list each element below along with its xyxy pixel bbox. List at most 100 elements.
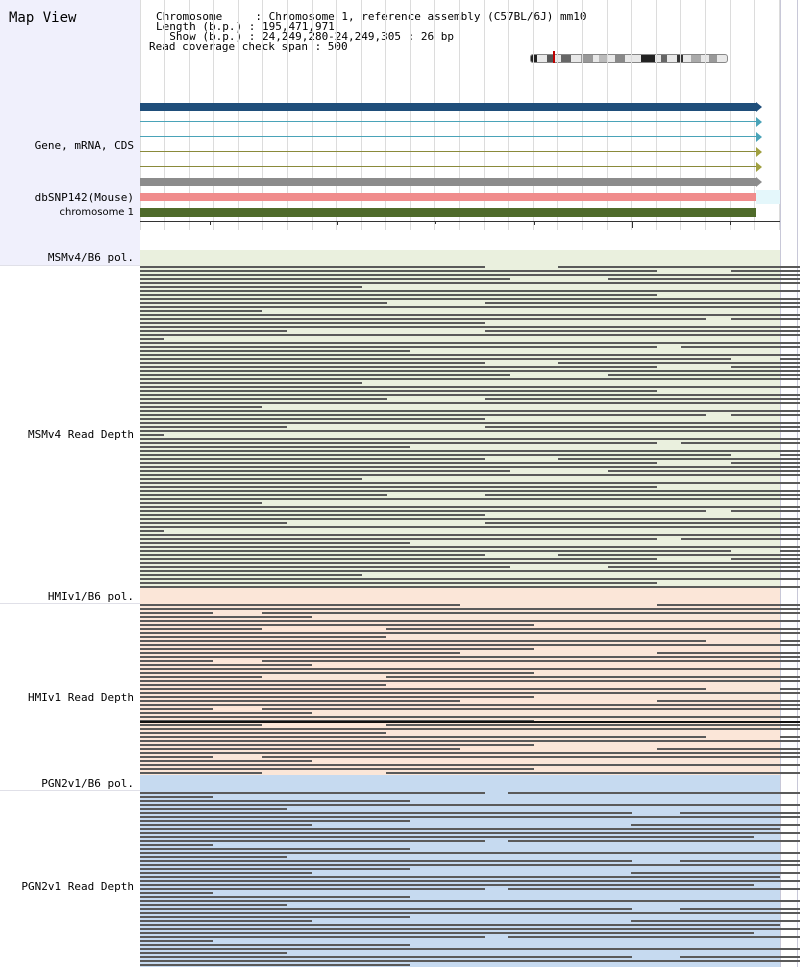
read-segment xyxy=(140,960,800,962)
cds-track-2[interactable] xyxy=(140,166,756,167)
pgn-pol-band xyxy=(140,775,780,967)
read-segment xyxy=(140,932,754,934)
read-segment xyxy=(657,748,800,750)
read-segment xyxy=(140,604,460,606)
read-segment xyxy=(140,648,534,650)
read-segment xyxy=(140,514,485,516)
read-segment xyxy=(140,302,387,304)
read-segment xyxy=(140,824,312,826)
read-segment xyxy=(140,534,800,536)
read-segment xyxy=(140,860,632,862)
read-segment xyxy=(140,816,800,818)
read-segment xyxy=(731,414,800,416)
read-segment xyxy=(140,390,657,392)
gene-track[interactable] xyxy=(140,103,756,111)
ideogram-position-marker xyxy=(553,51,555,63)
read-segment xyxy=(140,936,485,938)
read-segment xyxy=(140,350,410,352)
read-segment xyxy=(140,764,800,766)
read-segment xyxy=(140,756,213,758)
read-segment xyxy=(140,522,287,524)
read-segment xyxy=(140,752,800,754)
snp-track-label: dbSNP142(Mouse) xyxy=(34,191,134,204)
read-segment xyxy=(140,554,485,556)
read-segment xyxy=(140,672,534,674)
read-segment xyxy=(140,278,510,280)
read-segment xyxy=(657,700,800,702)
read-segment xyxy=(140,274,800,276)
mrna-track-1[interactable] xyxy=(140,121,756,122)
read-segment xyxy=(140,712,312,714)
read-segment xyxy=(140,482,800,484)
mrna-track-2[interactable] xyxy=(140,136,756,137)
read-segment xyxy=(140,362,485,364)
ruler-axis xyxy=(140,221,780,222)
read-segment xyxy=(140,466,800,468)
read-segment xyxy=(140,700,460,702)
read-segment xyxy=(140,796,213,798)
read-segment xyxy=(386,676,800,678)
read-segment xyxy=(681,346,800,348)
read-segment xyxy=(140,270,657,272)
read-segment xyxy=(140,804,800,806)
hmi-pol-label: HMIv1/B6 pol. xyxy=(47,590,134,603)
read-segment xyxy=(140,868,410,870)
map-view-title: Map View xyxy=(9,10,77,26)
read-segment xyxy=(631,872,800,874)
read-segment xyxy=(140,338,164,340)
chromosome-track-label: chromosome 1 xyxy=(59,207,134,218)
read-segment xyxy=(140,474,800,476)
read-segment xyxy=(140,800,410,802)
read-segment xyxy=(140,828,780,830)
read-segment xyxy=(140,582,657,584)
read-segment xyxy=(140,608,800,610)
read-segment xyxy=(140,422,800,424)
read-segment xyxy=(140,494,387,496)
read-segment xyxy=(140,382,362,384)
genome-browser-canvas[interactable] xyxy=(140,0,800,967)
cds-track-1[interactable] xyxy=(140,151,756,152)
read-segment xyxy=(140,812,632,814)
read-segment xyxy=(508,840,800,842)
read-segment xyxy=(485,494,800,496)
chromosome-track[interactable] xyxy=(140,208,756,217)
left-panel-divider-3 xyxy=(0,790,140,791)
read-segment xyxy=(558,266,800,268)
read-segment xyxy=(140,620,800,622)
read-segment xyxy=(140,506,800,508)
read-segment xyxy=(140,538,657,540)
read-segment xyxy=(140,438,800,440)
read-segment xyxy=(140,900,800,902)
read-segment xyxy=(140,632,800,634)
read-segment xyxy=(140,808,287,810)
read-segment xyxy=(140,880,800,882)
read-segment xyxy=(140,586,800,588)
read-segment xyxy=(140,346,657,348)
snp-track[interactable] xyxy=(140,193,756,201)
read-segment xyxy=(140,908,632,910)
read-segment xyxy=(140,558,657,560)
read-segment xyxy=(681,442,800,444)
read-segment xyxy=(140,298,800,300)
read-segment xyxy=(680,860,800,862)
read-segment xyxy=(386,724,800,726)
read-segment xyxy=(140,314,800,316)
read-segment xyxy=(140,772,262,774)
read-segment xyxy=(631,824,800,826)
read-segment xyxy=(140,836,754,838)
read-segment xyxy=(140,656,800,658)
gene-grey-track[interactable] xyxy=(140,178,756,186)
read-segment xyxy=(140,510,706,512)
read-segment xyxy=(140,502,262,504)
read-segment xyxy=(140,864,800,866)
read-segment xyxy=(485,522,800,524)
read-segment xyxy=(140,386,800,388)
read-segment xyxy=(140,912,800,914)
read-segment xyxy=(140,896,410,898)
read-segment xyxy=(140,370,800,372)
read-segment xyxy=(140,306,800,308)
read-segment xyxy=(386,628,800,630)
read-segment xyxy=(140,852,800,854)
gene-track-label: Gene, mRNA, CDS xyxy=(34,139,134,152)
read-segment xyxy=(140,624,534,626)
